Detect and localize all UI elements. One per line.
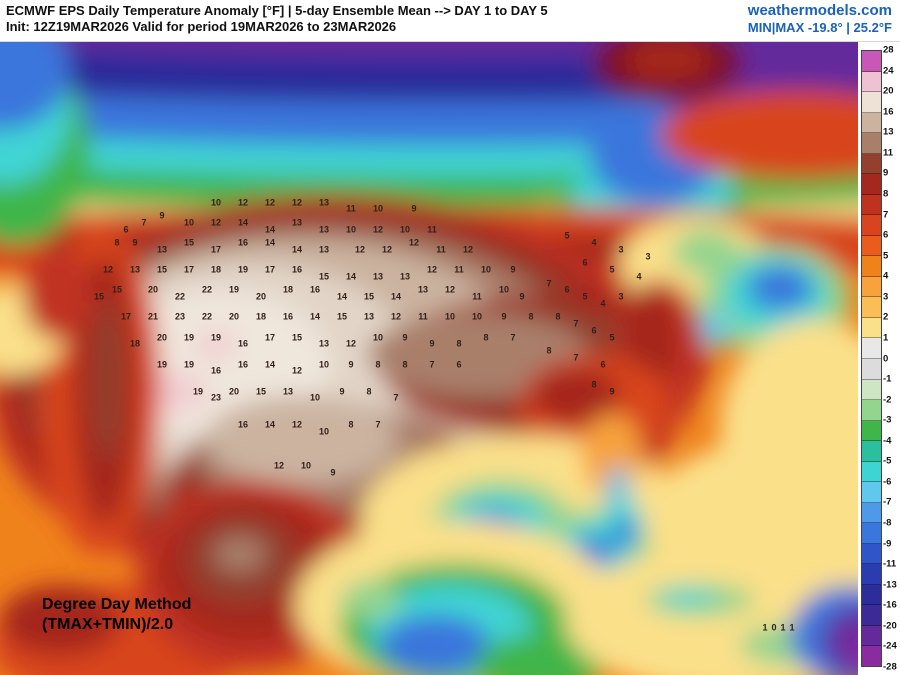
colorbar-cell	[862, 543, 881, 565]
map-title: ECMWF EPS Daily Temperature Anomaly [°F]…	[6, 3, 548, 18]
colorbar-cell	[862, 338, 881, 359]
temperature-colorbar: 28 24 20 16 13 11 9 8 7 6 5 4 3 2 1 0 -1 -2 -3 -4 -5 -6 -7 -8 -9…	[858, 42, 900, 675]
colorbar-tick-label: -6	[883, 476, 892, 488]
colorbar-tick-label: 28	[883, 44, 894, 56]
colorbar-cell	[862, 379, 881, 401]
colorbar-cell	[862, 461, 881, 483]
colorbar-tick-label: 16	[883, 106, 894, 118]
colorbar-cell	[862, 523, 881, 544]
header-titles: ECMWF EPS Daily Temperature Anomaly [°F]…	[6, 3, 548, 34]
colorbar-tick-label: -8	[883, 517, 892, 529]
method-annotation-line2: (TMAX+TMIN)/2.0	[42, 616, 174, 633]
colorbar-tick-label: -24	[883, 640, 897, 652]
colorbar-tick-label: -13	[883, 579, 897, 591]
colorbar-tick-label: 4	[883, 270, 889, 282]
colorbar-tick-label: 11	[883, 147, 894, 159]
colorbar-tick-label: 1	[883, 332, 889, 344]
method-annotation-line1: Degree Day Method	[42, 596, 192, 613]
colorbar-cell	[862, 420, 881, 442]
colorbar-tick-label: 7	[883, 209, 889, 221]
colorbar-tick-label: -7	[883, 496, 892, 508]
colorbar-cell	[862, 625, 881, 647]
method-annotation: Degree Day Method (TMAX+TMIN)/2.0	[42, 595, 191, 635]
colorbar-inner: 28 24 20 16 13 11 9 8 7 6 5 4 3 2 1 0 -1 -2 -3 -4 -5 -6 -7 -8 -9…	[860, 45, 900, 673]
colorbar-cell	[862, 358, 881, 380]
colorbar-cell	[862, 194, 881, 216]
colorbar-cell	[862, 482, 881, 503]
colorbar-tick-label: -3	[883, 414, 892, 426]
colorbar-tick-label: 24	[883, 65, 894, 77]
header-brand-block: weathermodels.com MIN|MAX -19.8° | 25.2°…	[747, 2, 892, 36]
colorbar-tick-label: -20	[883, 620, 897, 632]
colorbar-cell	[862, 153, 881, 175]
colorbar-cell	[862, 605, 881, 626]
minmax-readout: MIN|MAX -19.8° | 25.2°F	[747, 20, 892, 35]
colorbar-cell	[862, 112, 881, 134]
colorbar-tick-label: 6	[883, 229, 889, 241]
colorbar-cell	[862, 71, 881, 93]
colorbar-tick-label: 3	[883, 291, 889, 303]
colorbar-cell	[862, 174, 881, 195]
colorbar-tick-label: 13	[883, 126, 894, 138]
colorbar-cell	[862, 297, 881, 318]
colorbar-tick-label: -9	[883, 538, 892, 550]
colorbar-swatches	[861, 50, 882, 667]
colorbar-tick-label: -4	[883, 435, 892, 447]
colorbar-cell	[862, 51, 881, 72]
colorbar-tick-label: 2	[883, 311, 889, 323]
colorbar-tick-label: -1	[883, 373, 892, 385]
colorbar-tick-labels: 28 24 20 16 13 11 9 8 7 6 5 4 3 2 1 0 -1 -2 -3 -4 -5 -6 -7 -8 -9…	[883, 45, 900, 673]
colorbar-cell	[862, 133, 881, 154]
colorbar-cell	[862, 400, 881, 421]
map-init-valid-line: Init: 12Z19MAR2026 Valid for period 19MA…	[6, 19, 397, 34]
colorbar-cell	[862, 215, 881, 236]
colorbar-tick-label: 8	[883, 188, 889, 200]
colorbar-tick-label: -16	[883, 599, 897, 611]
colorbar-cell	[862, 441, 881, 462]
colorbar-tick-label: -2	[883, 394, 892, 406]
colorbar-cell	[862, 276, 881, 298]
colorbar-tick-label: 5	[883, 250, 889, 262]
colorbar-cell	[862, 646, 881, 666]
colorbar-cell	[862, 502, 881, 524]
colorbar-tick-label: -28	[883, 661, 897, 673]
colorbar-cell	[862, 584, 881, 606]
colorbar-tick-label: 0	[883, 353, 889, 364]
colorbar-tick-label: -11	[883, 558, 897, 570]
colorbar-cell	[862, 317, 881, 339]
colorbar-tick-label: 9	[883, 167, 889, 179]
header-bar: ECMWF EPS Daily Temperature Anomaly [°F]…	[0, 0, 900, 42]
colorbar-tick-label: 20	[883, 85, 894, 97]
colorbar-cell	[862, 235, 881, 257]
colorbar-tick-label: -5	[883, 455, 892, 467]
colorbar-cell	[862, 564, 881, 585]
brand-link[interactable]: weathermodels.com	[747, 2, 892, 19]
colorbar-cell	[862, 256, 881, 277]
colorbar-cell	[862, 92, 881, 113]
